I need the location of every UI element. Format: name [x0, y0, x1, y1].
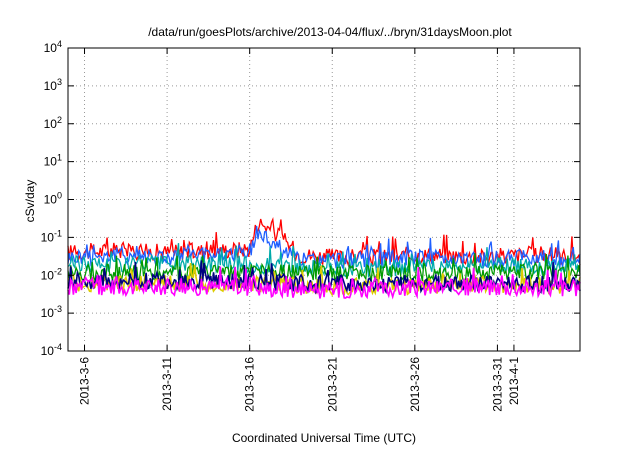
grid	[68, 48, 580, 351]
y-tick-label: 103	[44, 77, 62, 93]
series-line	[67, 252, 581, 283]
x-tick-label: 2013-3-16	[243, 357, 257, 412]
x-axis-label: Coordinated Universal Time (UTC)	[232, 431, 416, 445]
x-tick-label: 2013-3-6	[78, 357, 92, 405]
series-line	[67, 225, 581, 269]
series-line	[67, 217, 581, 268]
y-tick-label: 101	[44, 153, 62, 169]
x-tick-label: 2013-3-31	[490, 357, 504, 412]
y-tick-label: 10-4	[41, 342, 62, 358]
x-ticks: 2013-3-6 2013-3-11 2013-3-16 2013-3-21 2013-…	[78, 48, 521, 412]
series-line	[67, 266, 581, 300]
x-tick-label: 2013-3-11	[160, 357, 174, 411]
y-tick-label: 102	[44, 115, 62, 131]
y-tick-label: 100	[44, 191, 62, 207]
y-axis-label: cSv/day	[23, 180, 37, 223]
y-tick-label: 10-1	[41, 228, 62, 244]
y-ticks: 10-4 10-3 10-2 10-1 100 101 102 103 104	[41, 39, 580, 358]
x-tick-label: 2013-3-26	[408, 357, 422, 412]
series-layer	[67, 217, 581, 300]
y-tick-label: 10-2	[41, 266, 62, 282]
x-tick-label: 2013-4-1	[507, 357, 521, 405]
y-tick-label: 10-3	[41, 304, 62, 320]
y-tick-label: 104	[44, 39, 62, 55]
x-tick-label: 2013-3-21	[325, 357, 339, 412]
chart-title: /data/run/goesPlots/archive/2013-04-04/f…	[148, 25, 512, 39]
